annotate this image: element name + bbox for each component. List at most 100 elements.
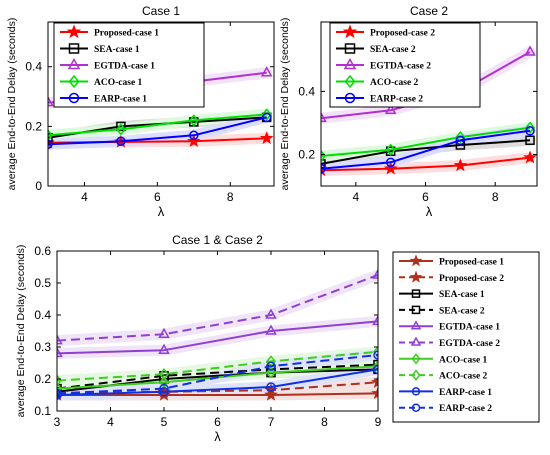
y-axis-label: average End-to-End Delay (seconds) bbox=[6, 18, 18, 191]
y-tick-label: 0.1 bbox=[34, 404, 51, 418]
x-tick-label: 9 bbox=[375, 415, 382, 429]
data-point bbox=[321, 163, 326, 174]
data-point bbox=[158, 327, 170, 338]
chart-panel-3: Case 1 & Case 2 3 4 5 6 7 8 9 0.1 0.2 0.3 0.4 0.5 0.6… bbox=[15, 233, 540, 444]
x-tick-label: 7 bbox=[268, 415, 275, 429]
data-point bbox=[261, 112, 272, 123]
legend-entry-label: SEA-case 1 bbox=[94, 45, 140, 55]
legend-swatch-marker bbox=[343, 57, 357, 70]
y-tick-label: 0.4 bbox=[298, 84, 315, 98]
data-point bbox=[265, 308, 277, 319]
legend-swatch-marker bbox=[411, 305, 421, 315]
x-tick-label: 4 bbox=[352, 190, 359, 204]
legend-entry-label: EGTDA-case 2 bbox=[370, 62, 431, 72]
series-line bbox=[320, 129, 531, 170]
series-line bbox=[56, 363, 379, 390]
legend-swatch-marker bbox=[410, 320, 422, 330]
data-point bbox=[116, 136, 126, 147]
series-line bbox=[56, 350, 379, 382]
data-point bbox=[372, 314, 378, 326]
data-point bbox=[385, 143, 396, 156]
series-6 bbox=[56, 268, 379, 345]
series-10 bbox=[56, 350, 379, 399]
data-point bbox=[260, 66, 273, 77]
legend: Proposed-case 2 SEA-case 2 EGTDA-case 2 ACO… bbox=[329, 22, 481, 108]
x-axis-label: λ bbox=[214, 429, 221, 444]
data-point bbox=[57, 346, 63, 358]
data-point bbox=[115, 123, 126, 136]
series-line bbox=[56, 381, 379, 395]
legend-entry-label: ACO-case 2 bbox=[439, 372, 488, 382]
legend-entry-label: SEA-case 2 bbox=[439, 306, 485, 316]
legend-swatch-marker bbox=[409, 254, 423, 267]
legend-swatch-marker bbox=[68, 43, 80, 54]
data-point bbox=[525, 135, 535, 146]
legend-swatch-marker bbox=[67, 57, 81, 70]
series-4 bbox=[47, 108, 272, 142]
series-5 bbox=[56, 314, 379, 358]
legend-swatch-marker bbox=[344, 74, 356, 89]
data-point bbox=[159, 367, 169, 381]
legend: Proposed-case 1 Proposed-case 2 SEA-case 1… bbox=[392, 251, 540, 423]
y-tick-label: 0.2 bbox=[25, 119, 42, 133]
legend-swatch-marker bbox=[344, 43, 356, 54]
data-point bbox=[371, 386, 378, 400]
data-point bbox=[455, 130, 466, 144]
legend-swatch-marker bbox=[411, 403, 421, 412]
data-point bbox=[187, 134, 201, 148]
y-tick-label: 0.4 bbox=[34, 308, 51, 322]
data-point bbox=[57, 388, 62, 399]
series-line bbox=[320, 139, 531, 165]
data-point bbox=[188, 114, 199, 127]
series-5 bbox=[47, 112, 272, 150]
data-point bbox=[189, 130, 199, 141]
series-line bbox=[47, 113, 267, 137]
data-point bbox=[524, 45, 536, 56]
data-point bbox=[266, 382, 276, 392]
data-point bbox=[266, 361, 276, 371]
y-tick-label: 0.2 bbox=[298, 147, 315, 161]
legend-entry-label: ACO-case 1 bbox=[439, 355, 488, 365]
y-tick-label: 0.4 bbox=[25, 60, 42, 74]
legend-swatch-marker bbox=[411, 289, 421, 298]
data-point bbox=[265, 324, 277, 335]
series-line bbox=[57, 392, 379, 396]
x-tick-label: 6 bbox=[154, 190, 161, 204]
y-tick-label: 0.5 bbox=[34, 276, 51, 290]
data-point bbox=[48, 129, 53, 142]
data-point bbox=[455, 135, 466, 146]
y-tick-label: 0.3 bbox=[34, 340, 51, 354]
data-point bbox=[385, 157, 396, 168]
data-point bbox=[453, 158, 468, 172]
legend-entry-label: EGTDA-case 1 bbox=[94, 62, 155, 72]
legend-entry-label: SEA-case 1 bbox=[439, 290, 485, 300]
data-point bbox=[266, 366, 276, 379]
x-tick-label: 4 bbox=[81, 190, 88, 204]
x-tick-label: 8 bbox=[321, 415, 328, 429]
legend-swatch-marker bbox=[66, 24, 82, 39]
legend-entry-label: EARP-case 1 bbox=[94, 95, 147, 105]
legend-entry-label: ACO-case 1 bbox=[94, 78, 143, 88]
data-point bbox=[371, 375, 378, 388]
x-tick-label: 4 bbox=[107, 415, 114, 429]
x-tick-label: 3 bbox=[54, 415, 61, 429]
data-point bbox=[523, 150, 537, 164]
x-axis-label: λ bbox=[158, 204, 165, 219]
data-point bbox=[372, 268, 378, 279]
data-point bbox=[159, 383, 169, 394]
data-point bbox=[373, 359, 378, 373]
data-point bbox=[525, 126, 535, 136]
series-line bbox=[56, 320, 379, 355]
chart-panel-2: Case 2 4 6 8 0.2 0.4 λ average End-to-End Delay… bbox=[279, 4, 538, 219]
series-5 bbox=[320, 126, 535, 174]
series-line bbox=[320, 126, 531, 157]
series-line bbox=[56, 368, 379, 396]
data-point bbox=[525, 121, 535, 134]
data-point bbox=[158, 343, 170, 354]
x-tick-label: 5 bbox=[161, 415, 168, 429]
legend-swatch-marker bbox=[344, 92, 356, 104]
legend-entry-label: EGTDA-case 1 bbox=[439, 323, 500, 333]
chart-title: Case 1 & Case 2 bbox=[172, 233, 263, 247]
data-point bbox=[261, 108, 272, 121]
